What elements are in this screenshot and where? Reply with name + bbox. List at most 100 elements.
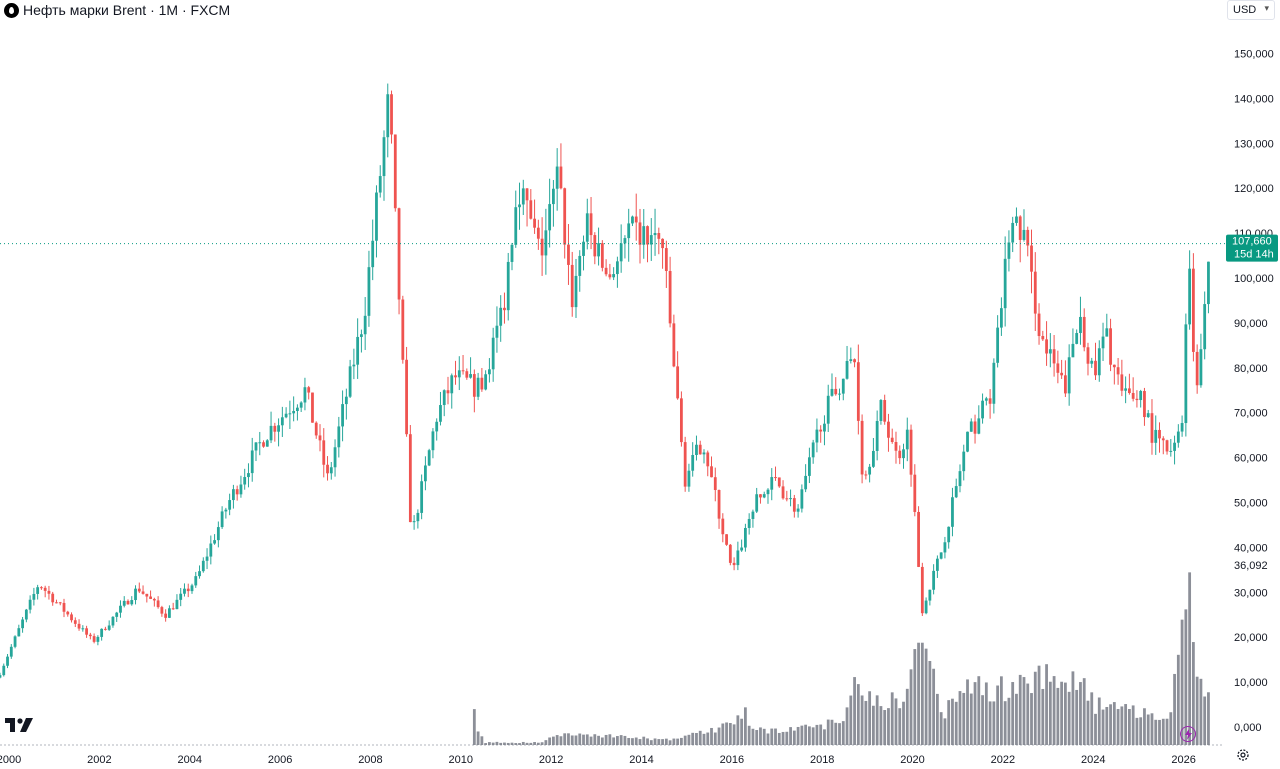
settings-gear-icon[interactable] <box>1236 748 1250 762</box>
candle <box>898 445 902 465</box>
candle-body <box>107 625 111 630</box>
candle-body <box>299 402 303 408</box>
candle-body <box>356 336 360 365</box>
volume-bar <box>864 700 868 745</box>
volume-bar <box>856 684 860 745</box>
volume-bar <box>759 727 762 745</box>
volume-bar <box>792 730 796 745</box>
candle-body <box>183 588 186 594</box>
volume-bar <box>1124 704 1128 745</box>
candle <box>401 295 405 364</box>
candle-body <box>1041 336 1045 340</box>
candle <box>450 373 454 409</box>
volume-bar <box>567 733 570 745</box>
volume-bar <box>593 734 597 745</box>
volume-bar <box>913 649 917 745</box>
candle <box>819 425 823 443</box>
candle-body <box>785 498 789 500</box>
volume-bar <box>875 695 879 745</box>
candle <box>529 189 533 220</box>
volume-bar <box>830 719 834 745</box>
volume-bar <box>1184 609 1188 745</box>
candle-body <box>1097 348 1101 376</box>
volume-bar <box>597 735 600 745</box>
candle-body <box>224 509 228 512</box>
candle <box>115 611 119 622</box>
candle-body <box>390 94 393 135</box>
candle-body <box>838 393 841 395</box>
volume-bar <box>672 738 676 745</box>
flash-icon[interactable] <box>1180 726 1196 742</box>
volume-bar <box>570 735 574 745</box>
volume-bar <box>732 724 736 745</box>
volume-bar <box>552 736 555 745</box>
candle <box>977 405 981 435</box>
candle <box>608 263 612 280</box>
candle-body <box>1165 440 1169 452</box>
candle-body <box>631 216 634 224</box>
candle <box>70 612 73 623</box>
volume-bar <box>691 732 695 745</box>
time-tick-label: 2000 <box>0 754 21 766</box>
candle <box>190 583 194 594</box>
candle <box>390 90 393 144</box>
candle <box>280 406 284 437</box>
volume-bar <box>1033 671 1037 745</box>
volume-bar <box>762 728 766 745</box>
candle <box>111 616 115 628</box>
candle-body <box>871 450 875 467</box>
candle <box>469 357 472 379</box>
candle <box>600 240 604 272</box>
candle-body <box>514 207 518 245</box>
candle-body <box>544 230 548 256</box>
volume-bar <box>1105 706 1109 745</box>
candle-body <box>529 200 533 219</box>
candle-body <box>303 387 307 403</box>
volume-bar <box>612 737 616 745</box>
candle-body <box>845 360 849 379</box>
tradingview-logo-icon[interactable] <box>5 716 35 734</box>
candles <box>0 83 1210 679</box>
volume-bar <box>984 682 988 745</box>
candle-body <box>751 511 755 519</box>
price-axis[interactable]: 0,000 10,000 20,000 30,000 40,000 50,000 60,00… <box>1234 49 1274 735</box>
candle-body <box>981 400 984 419</box>
candle-body <box>280 417 284 426</box>
candle-body <box>439 405 442 422</box>
candle-body <box>721 518 725 535</box>
candle-body <box>879 400 883 421</box>
volume-bar <box>947 700 951 745</box>
candle-body <box>585 213 589 242</box>
candle <box>657 227 661 255</box>
candle <box>830 373 834 397</box>
currency-selector[interactable]: USD ▾ <box>1227 0 1275 20</box>
candle-body <box>1026 229 1030 246</box>
time-axis[interactable]: 2000 2002 2004 2006 2008 2010 2012 2014 2016 2018… <box>0 754 1196 766</box>
volume-bar <box>849 695 853 745</box>
candle <box>585 198 589 250</box>
volume-bar <box>1127 709 1131 745</box>
candle <box>702 449 706 464</box>
candle-body <box>156 600 160 608</box>
candle <box>198 565 201 579</box>
candle <box>969 418 973 432</box>
candle-body <box>186 588 190 592</box>
volume-bar <box>826 719 830 745</box>
candle <box>849 347 853 364</box>
volume-bar <box>476 731 480 745</box>
candle-body <box>1124 388 1128 391</box>
candle-body <box>190 585 194 592</box>
candle-body <box>796 508 800 512</box>
candle <box>265 439 269 447</box>
volume-bar <box>834 722 838 745</box>
time-tick-label: 2014 <box>629 754 653 766</box>
volume-bar <box>521 741 525 745</box>
volume-bar <box>1082 678 1086 745</box>
price-tick-label: 80,000 <box>1234 363 1268 375</box>
volume-bar <box>585 734 589 745</box>
candle-body <box>1139 391 1143 401</box>
candle-body <box>695 444 698 456</box>
candle <box>747 513 751 535</box>
volume-bar <box>1109 704 1112 745</box>
